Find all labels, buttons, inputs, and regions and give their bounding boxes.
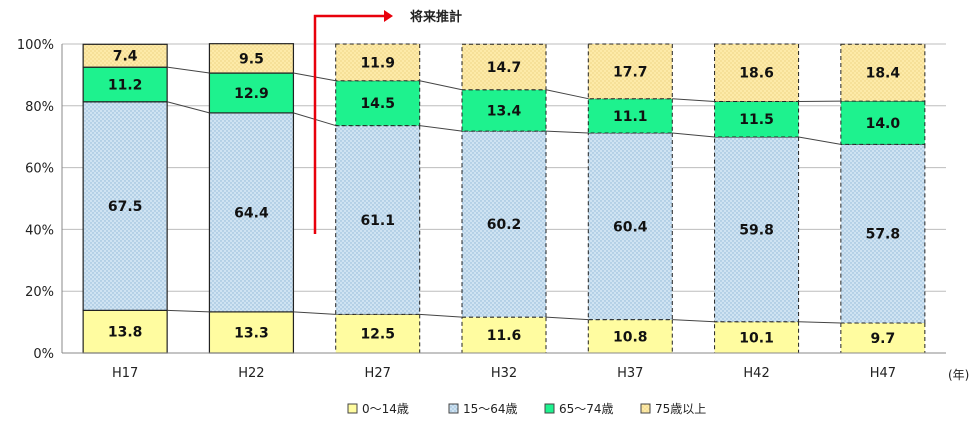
legend-label: 0～14歳: [362, 402, 409, 416]
connector-line: [546, 317, 588, 319]
data-label: 14.0: [866, 116, 901, 132]
projection-arrowhead: [384, 10, 393, 22]
data-label: 18.6: [739, 66, 774, 82]
data-label: 13.4: [487, 103, 522, 119]
data-label: 60.4: [613, 219, 648, 235]
x-tick-label: H37: [617, 366, 643, 381]
data-label: 10.1: [739, 330, 774, 346]
x-tick-label: H27: [365, 366, 391, 381]
connector-line: [672, 133, 714, 137]
data-label: 60.2: [487, 217, 522, 233]
data-label: 11.1: [613, 109, 648, 125]
x-unit-label: (年): [948, 368, 969, 382]
y-tick-label: 0%: [33, 347, 54, 362]
legend-label: 65～74歳: [559, 402, 614, 416]
connector-line: [167, 102, 209, 113]
connector-line: [420, 126, 462, 132]
data-label: 12.5: [360, 327, 395, 343]
connector-line: [799, 322, 841, 323]
data-label: 12.9: [234, 86, 269, 102]
data-label: 11.2: [108, 77, 143, 93]
connector-line: [167, 310, 209, 312]
legend-label: 75歳以上: [655, 402, 706, 416]
data-label: 18.4: [866, 66, 901, 82]
legend: 0～14歳 15～64歳 65～74歳 75歳以上: [348, 402, 706, 416]
y-tick-label: 80%: [25, 100, 54, 115]
y-tick-label: 40%: [25, 223, 54, 238]
data-label: 13.3: [234, 325, 269, 341]
data-label: 59.8: [739, 222, 774, 238]
data-label: 7.4: [113, 49, 138, 65]
y-tick-label: 20%: [25, 285, 54, 300]
legend-swatch: [641, 404, 650, 413]
data-label: 11.6: [487, 328, 522, 344]
data-label: 11.5: [739, 112, 774, 128]
legend-swatch: [545, 404, 554, 413]
x-tick-label: H22: [238, 366, 264, 381]
data-label: 10.8: [613, 329, 648, 345]
connector-line: [546, 131, 588, 133]
x-tick-label: H47: [870, 366, 896, 381]
legend-label: 15～64歳: [463, 402, 518, 416]
x-tick-label: H17: [112, 366, 138, 381]
data-label: 67.5: [108, 199, 143, 215]
y-tick-label: 60%: [25, 162, 54, 177]
x-tick-label: H42: [743, 366, 769, 381]
y-tick-label: 100%: [17, 38, 54, 53]
bars-layer: [83, 44, 925, 353]
data-label: 17.7: [613, 64, 648, 80]
data-label: 57.8: [866, 227, 901, 243]
data-label: 14.5: [360, 96, 395, 112]
data-label: 13.8: [108, 325, 143, 341]
data-label: 9.7: [870, 331, 895, 347]
connector-line: [420, 314, 462, 317]
data-label: 14.7: [487, 60, 522, 76]
data-label: 9.5: [239, 51, 264, 67]
connector-line: [672, 99, 714, 102]
connector-line: [293, 312, 335, 314]
legend-swatch: [449, 404, 458, 413]
connector-line: [420, 81, 462, 90]
data-label: 11.9: [360, 55, 395, 71]
projection-label: 将来推計: [410, 9, 462, 25]
connector-line: [672, 320, 714, 322]
data-label: 61.1: [360, 213, 395, 229]
connector-line: [546, 90, 588, 99]
connector-line: [799, 137, 841, 144]
data-label: 64.4: [234, 205, 269, 221]
legend-swatch: [348, 404, 357, 413]
x-tick-label: H32: [491, 366, 517, 381]
connector-line: [167, 67, 209, 73]
